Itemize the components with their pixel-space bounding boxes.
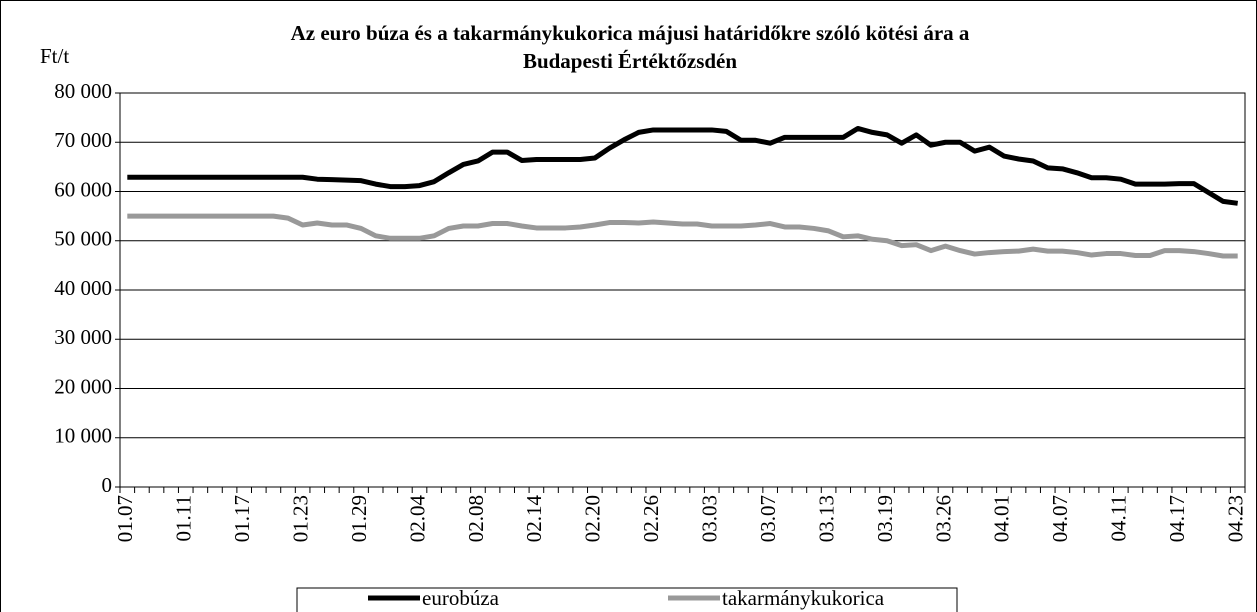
x-tick-label: 02.20: [581, 495, 605, 542]
x-tick-label: 02.14: [522, 495, 546, 543]
x-tick-label: 04.17: [1165, 495, 1189, 542]
series-line: [127, 213, 1238, 259]
chart-title: Budapesti Értéktőzsdén: [523, 49, 737, 73]
x-tick-label: 01.11: [172, 495, 196, 541]
series-line: [127, 125, 1239, 206]
x-tick-label: 03.19: [873, 495, 897, 542]
x-tick-label: 02.04: [405, 495, 429, 543]
x-tick-label: 01.23: [288, 495, 312, 542]
y-tick-label: 70 000: [54, 128, 112, 152]
y-tick-label: 20 000: [54, 374, 112, 398]
y-axis-label: Ft/t: [40, 44, 69, 68]
x-tick-label: 03.13: [814, 495, 838, 542]
x-tick-label: 03.07: [756, 495, 780, 542]
x-tick-label: 04.11: [1107, 495, 1131, 541]
x-tick-label: 01.07: [113, 495, 137, 542]
x-tick-label: 03.26: [931, 495, 955, 542]
x-tick-label: 01.29: [347, 495, 371, 542]
x-tick-label: 01.17: [230, 495, 254, 542]
legend-label: takarmánykukorica: [722, 586, 885, 610]
x-tick-label: 02.26: [639, 495, 663, 542]
x-tick-label: 02.08: [464, 495, 488, 542]
y-tick-label: 30 000: [54, 325, 112, 349]
x-tick-label: 04.23: [1224, 495, 1248, 542]
y-tick-label: 60 000: [54, 177, 112, 201]
x-tick-label: 03.03: [698, 495, 722, 542]
chart-title: Az euro búza és a takarmánykukorica máju…: [291, 21, 970, 45]
y-tick-label: 50 000: [54, 227, 112, 251]
x-tick-label: 04.01: [990, 495, 1014, 542]
y-tick-label: 80 000: [54, 79, 112, 103]
x-tick-label: 04.07: [1048, 495, 1072, 542]
y-tick-label: 10 000: [54, 424, 112, 448]
y-tick-label: 40 000: [54, 276, 112, 300]
legend-label: eurobúza: [422, 586, 500, 610]
y-tick-label: 0: [102, 473, 113, 497]
